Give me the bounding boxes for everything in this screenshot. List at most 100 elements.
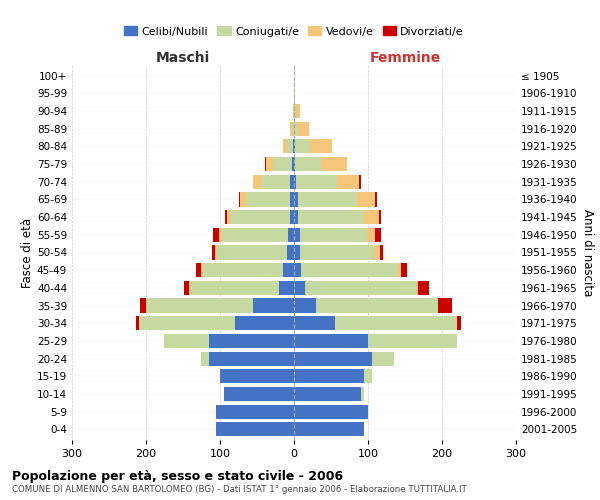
Bar	[301, 263, 398, 278]
Bar	[290, 210, 294, 224]
Bar	[293, 122, 294, 136]
Bar	[164, 334, 209, 348]
Bar	[260, 174, 290, 189]
Bar	[214, 228, 219, 242]
Bar	[283, 140, 287, 153]
Bar	[305, 281, 416, 295]
Bar	[202, 263, 283, 278]
Bar	[220, 369, 294, 384]
Bar	[294, 86, 295, 101]
Bar	[294, 404, 368, 419]
Bar	[288, 228, 294, 242]
Bar	[293, 104, 294, 118]
Bar	[230, 210, 290, 224]
Bar	[294, 281, 305, 295]
Bar	[335, 316, 457, 330]
Text: COMUNE DI ALMENNO SAN BARTOLOMEO (BG) - Dati ISTAT 1° gennaio 2006 - Elaborazion: COMUNE DI ALMENNO SAN BARTOLOMEO (BG) - …	[12, 485, 467, 494]
Bar	[221, 228, 288, 242]
Bar	[224, 387, 294, 401]
Bar	[294, 334, 368, 348]
Bar	[139, 316, 235, 330]
Bar	[294, 298, 316, 312]
Bar	[294, 210, 298, 224]
Bar	[368, 334, 457, 348]
Bar	[376, 228, 382, 242]
Bar	[401, 263, 407, 278]
Bar	[294, 369, 364, 384]
Bar	[266, 157, 273, 171]
Bar	[376, 192, 377, 206]
Bar	[367, 228, 376, 242]
Bar	[294, 352, 372, 366]
Bar	[294, 228, 300, 242]
Bar	[298, 122, 309, 136]
Bar	[136, 316, 139, 330]
Bar	[290, 192, 294, 206]
Bar	[287, 140, 293, 153]
Bar	[380, 246, 383, 260]
Bar	[253, 174, 260, 189]
Bar	[292, 157, 294, 171]
Bar	[146, 298, 253, 312]
Bar	[290, 174, 294, 189]
Bar	[294, 104, 296, 118]
Bar	[357, 192, 376, 206]
Bar	[253, 298, 294, 312]
Legend: Celibi/Nubili, Coniugati/e, Vedovi/e, Divorziati/e: Celibi/Nubili, Coniugati/e, Vedovi/e, Di…	[119, 22, 469, 41]
Bar	[337, 174, 359, 189]
Bar	[418, 281, 430, 295]
Bar	[273, 157, 292, 171]
Bar	[294, 192, 298, 206]
Bar	[298, 192, 357, 206]
Bar	[294, 246, 300, 260]
Text: Femmine: Femmine	[370, 51, 440, 65]
Bar	[294, 140, 295, 153]
Bar	[295, 140, 310, 153]
Bar	[202, 352, 209, 366]
Bar	[294, 174, 296, 189]
Bar	[217, 246, 287, 260]
Bar	[283, 263, 294, 278]
Bar	[265, 157, 266, 171]
Bar	[372, 352, 394, 366]
Bar	[310, 140, 332, 153]
Bar	[374, 246, 380, 260]
Bar	[322, 157, 347, 171]
Bar	[294, 263, 301, 278]
Y-axis label: Anni di nascita: Anni di nascita	[581, 209, 594, 296]
Bar	[300, 246, 374, 260]
Bar	[294, 316, 335, 330]
Bar	[225, 210, 227, 224]
Bar	[296, 104, 300, 118]
Bar	[416, 281, 418, 295]
Bar	[293, 140, 294, 153]
Y-axis label: Fasce di età: Fasce di età	[21, 218, 34, 288]
Bar	[359, 174, 361, 189]
Bar	[235, 316, 294, 330]
Bar	[457, 316, 461, 330]
Bar	[216, 404, 294, 419]
Text: Popolazione per età, sesso e stato civile - 2006: Popolazione per età, sesso e stato civil…	[12, 470, 343, 483]
Bar	[227, 210, 230, 224]
Text: Maschi: Maschi	[156, 51, 210, 65]
Bar	[212, 246, 215, 260]
Bar	[298, 210, 364, 224]
Bar	[438, 298, 452, 312]
Bar	[364, 210, 379, 224]
Bar	[215, 246, 216, 260]
Bar	[294, 122, 298, 136]
Bar	[361, 387, 364, 401]
Bar	[316, 298, 438, 312]
Bar	[140, 298, 146, 312]
Bar	[364, 369, 372, 384]
Bar	[201, 263, 202, 278]
Bar	[294, 157, 295, 171]
Bar	[189, 281, 190, 295]
Bar	[184, 281, 189, 295]
Bar	[279, 281, 294, 295]
Bar	[290, 122, 293, 136]
Bar	[240, 192, 246, 206]
Bar	[294, 387, 361, 401]
Bar	[246, 192, 290, 206]
Bar	[379, 210, 382, 224]
